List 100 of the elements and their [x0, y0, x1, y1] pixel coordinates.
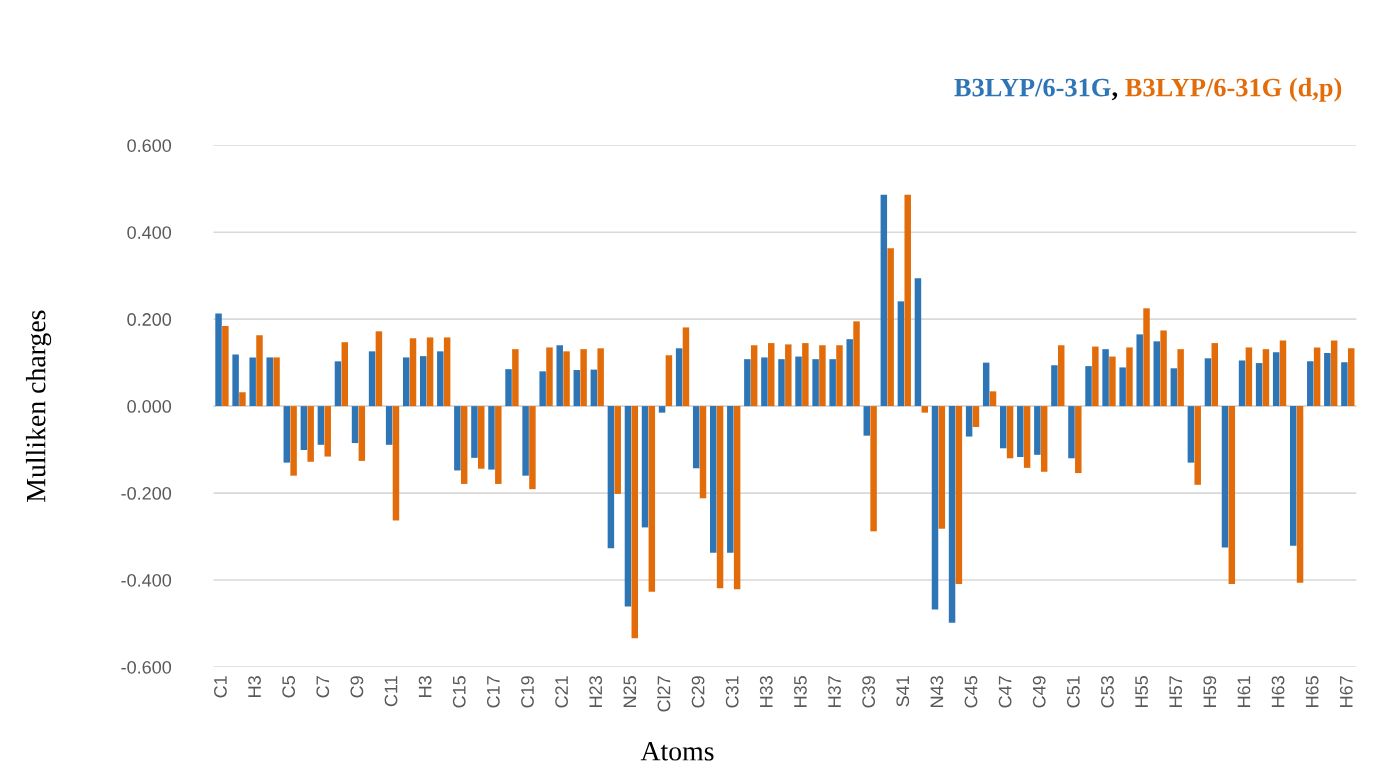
x-tick-label: C5: [282, 676, 296, 698]
bar: [887, 248, 894, 407]
bar: [1238, 360, 1246, 407]
bar: [290, 406, 297, 476]
bar: [334, 361, 342, 407]
bar: [880, 194, 888, 407]
bar: [597, 348, 604, 407]
bar: [1000, 406, 1007, 449]
bar: [1126, 347, 1133, 407]
bar: [324, 406, 331, 457]
x-tick-label: C1: [214, 676, 227, 698]
bar: [232, 354, 239, 407]
x-tick-label: C53: [1101, 676, 1114, 708]
bar: [710, 406, 717, 553]
x-tick-label: H59: [1203, 676, 1217, 707]
bar: [982, 362, 990, 407]
bar: [1289, 406, 1297, 546]
text: B3LYP/6-31G: [954, 78, 1111, 97]
bar: [512, 349, 519, 407]
x-tick-label: C29: [691, 676, 705, 708]
bar: [1307, 361, 1314, 407]
x-tick-label: Cl27: [657, 676, 671, 712]
x-axis-title: Atoms: [640, 742, 714, 761]
bar: [1170, 368, 1178, 407]
bar: [897, 301, 905, 407]
bar: [266, 357, 273, 407]
bar: [368, 351, 376, 407]
bar: [989, 391, 997, 407]
x-tick-label: H61: [1237, 676, 1251, 707]
bar: [1255, 363, 1263, 407]
bar: [522, 406, 529, 476]
x-tick-label: H67: [1339, 676, 1353, 707]
bar: [1194, 406, 1201, 485]
bar: [573, 370, 581, 407]
x-tick-label: C49: [1032, 676, 1046, 708]
bar: [402, 357, 410, 407]
bar: [1057, 345, 1065, 407]
x-tick-label: C17: [486, 676, 500, 708]
bar: [1160, 330, 1167, 407]
bar: [1075, 406, 1082, 474]
bar: [1341, 362, 1348, 407]
x-tick-label: H37: [828, 676, 841, 707]
bar: [556, 345, 563, 407]
y-tick-label: -0.200: [121, 487, 172, 500]
bar: [921, 406, 929, 413]
bar: [478, 406, 485, 469]
x-tick-label: H33: [759, 676, 773, 707]
bar: [1228, 406, 1236, 584]
bar: [1119, 367, 1126, 407]
y-tick-label: 0.000: [127, 400, 172, 413]
x-tick-label: S41: [896, 676, 910, 707]
bar: [1330, 340, 1338, 407]
x-tick-label: H35: [794, 676, 807, 707]
bar: [716, 406, 724, 589]
bar: [648, 406, 656, 592]
bar: [307, 406, 314, 462]
bar: [239, 392, 246, 407]
bar: [222, 326, 229, 407]
bar: [938, 406, 946, 529]
bar: [351, 406, 359, 444]
bar: [1109, 356, 1116, 407]
bar: [1068, 406, 1075, 459]
bar: [972, 406, 980, 427]
bar: [1092, 346, 1099, 407]
bar: [1143, 308, 1150, 407]
bar: [768, 343, 775, 407]
bar: [1313, 347, 1321, 407]
bar: [778, 359, 785, 407]
bar: [426, 337, 434, 407]
y-axis-title: Mulliken charges: [25, 310, 52, 502]
bar: [1221, 406, 1229, 548]
bar: [1245, 347, 1253, 407]
bar: [1204, 358, 1212, 407]
bar: [1187, 406, 1195, 463]
bar: [317, 406, 325, 445]
bar: [443, 337, 451, 407]
bar: [495, 406, 502, 484]
bar: [1023, 406, 1031, 468]
bar: [1017, 406, 1024, 457]
bar: [273, 357, 280, 407]
bar: [699, 406, 707, 499]
x-tick-label: N25: [623, 676, 637, 707]
bar: [1296, 406, 1304, 583]
bar: [1102, 349, 1109, 407]
bar: [1262, 349, 1270, 407]
x-tick-label: H3: [248, 676, 261, 697]
text: ,: [1111, 92, 1118, 101]
x-tick-label: H3: [418, 676, 432, 697]
bar: [358, 406, 366, 461]
bar: [744, 359, 751, 407]
bar: [829, 359, 836, 407]
bar: [658, 406, 666, 413]
y-tick-label: 0.400: [127, 226, 172, 239]
bar: [1347, 348, 1355, 407]
bar: [300, 406, 308, 451]
bar: [785, 344, 792, 407]
x-tick-label: C7: [316, 676, 330, 698]
x-tick-label: C45: [964, 676, 978, 708]
x-tick-label: H23: [589, 676, 603, 707]
bar: [1136, 334, 1143, 407]
